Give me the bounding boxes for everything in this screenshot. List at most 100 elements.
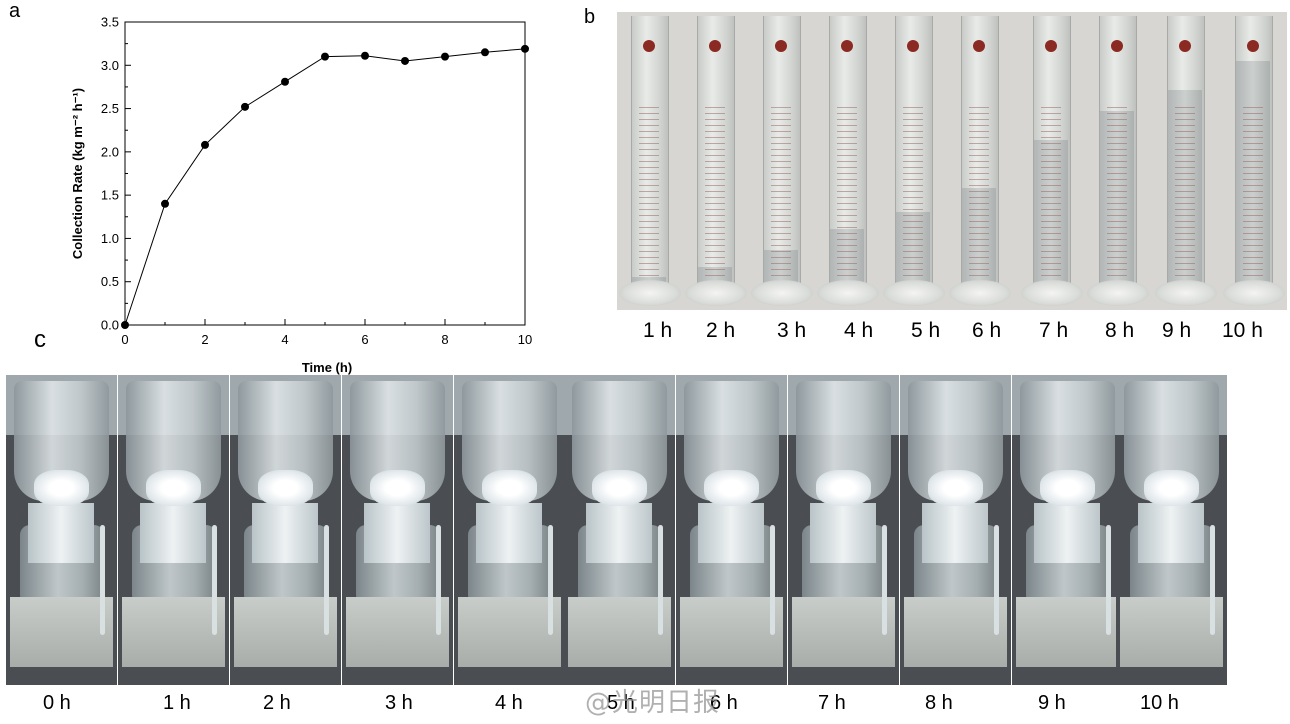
collection-device	[454, 375, 565, 685]
panel-c-time-label: 9 h	[1038, 692, 1066, 714]
data-point	[281, 77, 289, 86]
graduated-cylinder	[683, 12, 749, 310]
device-stand	[346, 597, 449, 667]
device-lamp	[146, 470, 201, 506]
device-lamp	[1040, 470, 1095, 506]
y-tick-label: 2.0	[101, 144, 119, 159]
device-lamp	[482, 470, 537, 506]
data-point	[161, 199, 169, 208]
collection-device	[342, 375, 453, 685]
brand-logo-icon	[775, 40, 787, 52]
brand-logo-icon	[907, 40, 919, 52]
device-cup	[28, 503, 94, 563]
graduated-cylinder	[947, 12, 1013, 310]
device-tube	[436, 525, 441, 635]
collection-device	[900, 375, 1011, 685]
x-tick-label: 4	[281, 332, 288, 347]
panel-b-time-label: 7 h	[1039, 319, 1069, 342]
device-tube	[548, 525, 553, 635]
brand-logo-icon	[973, 40, 985, 52]
graduation-marks	[771, 102, 791, 282]
panel-c-time-label: 6 h	[710, 692, 738, 714]
device-lamp	[34, 470, 89, 506]
device-tube	[1210, 525, 1215, 635]
graduated-cylinder	[1153, 12, 1219, 310]
graduation-marks	[837, 102, 857, 282]
panel-c-time-label: 4 h	[495, 692, 523, 714]
brand-logo-icon	[1247, 40, 1259, 52]
panel-c-time-label: 10 h	[1140, 692, 1179, 714]
collection-device	[230, 375, 341, 685]
device-lamp	[258, 470, 313, 506]
panel-c-photo-strip	[6, 375, 1227, 685]
series-line	[124, 48, 526, 326]
panel-a-letter: a	[9, 0, 21, 22]
collection-device	[6, 375, 117, 685]
device-lamp	[816, 470, 871, 506]
brand-logo-icon	[709, 40, 721, 52]
graduation-marks	[705, 102, 725, 282]
collection-device	[1116, 375, 1227, 685]
x-tick-label: 2	[201, 332, 208, 347]
data-point	[201, 140, 209, 149]
panel-b-time-label: 10 h	[1222, 319, 1263, 342]
y-tick-label: 2.5	[101, 101, 119, 116]
cylinder-base	[1087, 280, 1149, 306]
device-stand	[1120, 597, 1223, 667]
cylinder-base	[1223, 280, 1285, 306]
axis-tick-labels: 0 2 4 6 8 10 0.0 0.5 1.0 1.5 2.0 2.5 3.0 3.5	[101, 15, 532, 348]
device-tube	[100, 525, 105, 635]
device-stand	[792, 597, 895, 667]
device-tube	[658, 525, 663, 635]
panel-b-time-label: 1 h	[643, 319, 673, 342]
device-stand	[458, 597, 561, 667]
device-lamp	[592, 470, 647, 506]
device-cup	[698, 503, 764, 563]
graduated-cylinder	[1221, 12, 1287, 310]
data-point	[521, 44, 529, 53]
x-axis-label: Time (h)	[302, 360, 352, 375]
cylinder-base	[883, 280, 945, 306]
graduation-marks	[1175, 102, 1195, 282]
panel-b-time-label: 6 h	[972, 319, 1002, 342]
panel-c-time-label: 3 h	[385, 692, 413, 714]
axis-ticks	[124, 21, 526, 326]
x-tick-label: 8	[441, 332, 448, 347]
cylinder-base	[1021, 280, 1083, 306]
x-tick-label: 6	[361, 332, 368, 347]
brand-logo-icon	[643, 40, 655, 52]
cylinder-base	[949, 280, 1011, 306]
y-tick-label: 1.0	[101, 231, 119, 246]
graduation-marks	[969, 102, 989, 282]
brand-logo-icon	[1179, 40, 1191, 52]
device-lamp	[370, 470, 425, 506]
panel-b-time-label: 3 h	[777, 319, 807, 342]
panel-b-time-label: 4 h	[844, 319, 874, 342]
graduation-marks	[903, 102, 923, 282]
graduated-cylinder	[881, 12, 947, 310]
device-tube	[770, 525, 775, 635]
panel-b-time-label: 9 h	[1162, 319, 1192, 342]
y-tick-label: 0.0	[101, 318, 119, 333]
collection-device	[788, 375, 899, 685]
cylinder-base	[619, 280, 681, 306]
data-point	[321, 52, 329, 61]
panel-c-time-label: 7 h	[818, 692, 846, 714]
device-cup	[810, 503, 876, 563]
watermark: @光明日报	[585, 688, 721, 718]
graduation-marks	[1041, 102, 1061, 282]
graduated-cylinder	[1085, 12, 1151, 310]
cylinder-base	[751, 280, 813, 306]
data-point	[441, 52, 449, 61]
device-lamp	[928, 470, 983, 506]
panel-b-letter: b	[584, 6, 596, 28]
panel-c-time-label: 1 h	[163, 692, 191, 714]
y-axis-label: Collection Rate (kg m⁻² h⁻¹)	[70, 88, 85, 259]
device-cup	[1034, 503, 1100, 563]
brand-logo-icon	[1111, 40, 1123, 52]
device-tube	[212, 525, 217, 635]
device-lamp	[1144, 470, 1199, 506]
panel-c-time-label: 2 h	[263, 692, 291, 714]
device-lamp	[704, 470, 759, 506]
graduated-cylinder	[1019, 12, 1085, 310]
